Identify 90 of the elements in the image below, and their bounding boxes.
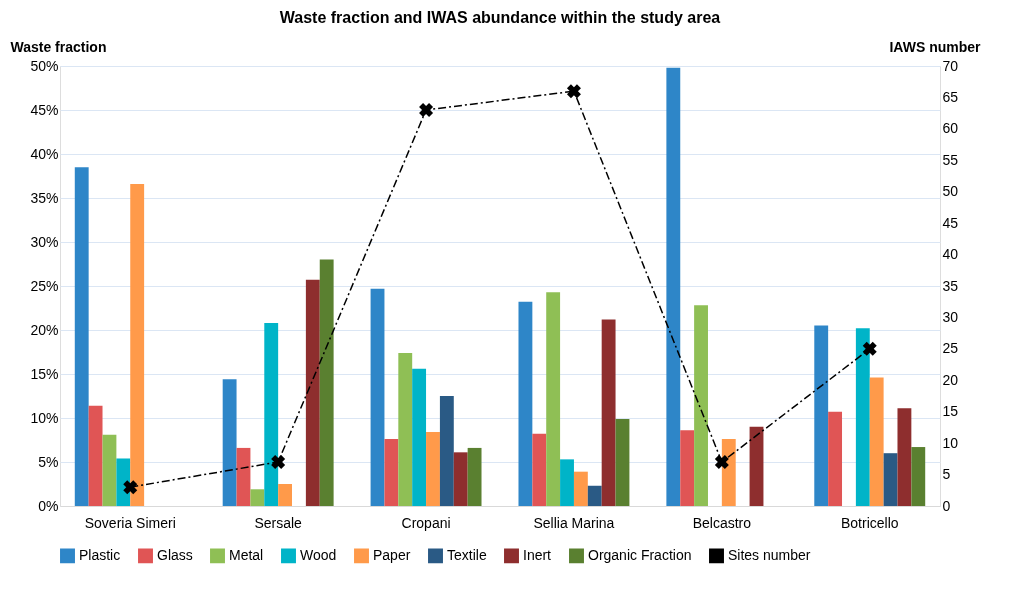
legend-label: Plastic — [79, 546, 121, 563]
bar — [439, 396, 454, 506]
bar — [102, 434, 117, 506]
y-axis-title: Waste fraction — [10, 38, 107, 55]
y2-tick-label: 70 — [942, 57, 959, 74]
bar — [278, 484, 293, 506]
point — [566, 84, 581, 99]
y2-tick-label: 40 — [942, 246, 959, 263]
y2-tick-label: 15 — [942, 403, 959, 420]
bar — [694, 305, 708, 506]
bar — [587, 485, 602, 506]
x-tick-label: Soveria Simeri — [84, 514, 176, 531]
bar — [721, 439, 736, 506]
bar — [546, 292, 561, 506]
y2-tick-label: 60 — [942, 120, 959, 137]
y-tick-label: 5% — [38, 453, 59, 470]
bar — [749, 426, 764, 506]
x-tick-label: Sersale — [254, 514, 303, 531]
legend-label: Paper — [373, 546, 411, 563]
y2-tick-label: 55 — [942, 151, 959, 168]
bar — [666, 67, 681, 506]
bar — [305, 279, 320, 506]
point — [714, 455, 729, 469]
point — [271, 455, 286, 469]
point — [862, 341, 877, 356]
x-tick-label: Botricello — [840, 514, 899, 531]
bar — [426, 432, 440, 506]
bar — [560, 459, 574, 506]
bar — [412, 368, 427, 506]
bar — [398, 352, 413, 506]
bar — [453, 452, 468, 506]
bar — [814, 325, 829, 506]
y-tick-label: 25% — [30, 277, 59, 294]
bar — [74, 167, 89, 506]
bar — [869, 377, 884, 506]
y2-axis-title: IAWS number — [889, 38, 982, 55]
chart-title: Waste fraction and IWAS abundance within the study area — [279, 9, 721, 26]
x-tick-label: Cropani — [401, 514, 451, 531]
legend-label: Sites number — [728, 546, 811, 563]
bar — [897, 408, 912, 506]
bar — [532, 433, 547, 506]
y-tick-label: 45% — [30, 101, 59, 118]
legend-label: Wood — [300, 546, 337, 563]
legend-label: Inert — [523, 546, 552, 563]
bar — [680, 430, 695, 506]
bar — [250, 489, 265, 506]
bar — [911, 447, 926, 506]
bar — [384, 439, 399, 506]
bar — [370, 288, 385, 506]
bar — [319, 259, 334, 506]
y-tick-label: 35% — [30, 189, 59, 206]
legend-label: Organic Fraction — [588, 546, 692, 563]
bar — [883, 453, 898, 506]
legend-label: Textile — [447, 546, 487, 563]
y2-tick-label: 50 — [942, 183, 959, 200]
bar — [573, 471, 588, 506]
bar — [828, 411, 843, 506]
legend-label: Metal — [229, 546, 264, 563]
bar — [130, 183, 145, 506]
point — [123, 480, 138, 495]
x-tick-label: Belcastro — [692, 514, 752, 531]
bar — [222, 379, 237, 506]
y2-tick-label: 10 — [942, 434, 959, 451]
y2-tick-label: 0 — [942, 497, 951, 514]
bar — [615, 418, 630, 506]
y-tick-label: 40% — [30, 145, 59, 162]
y-tick-label: 0% — [38, 497, 59, 514]
y2-tick-label: 45 — [942, 214, 959, 231]
x-tick-label: Sellia Marina — [533, 514, 615, 531]
bar — [855, 328, 870, 506]
y2-tick-label: 5 — [942, 466, 951, 483]
bar — [518, 301, 533, 506]
y2-tick-label: 35 — [942, 277, 959, 294]
y-tick-label: 20% — [30, 321, 59, 338]
y2-tick-label: 20 — [942, 371, 959, 388]
y2-tick-label: 65 — [942, 88, 959, 105]
bar — [264, 322, 279, 506]
y-tick-label: 10% — [30, 409, 59, 426]
bar — [601, 319, 616, 506]
bar — [116, 458, 131, 506]
bar — [88, 405, 103, 506]
legend-label: Glass — [157, 546, 193, 563]
y2-tick-label: 30 — [942, 308, 959, 325]
y2-tick-label: 25 — [942, 340, 959, 357]
bar — [467, 447, 482, 506]
y-tick-label: 15% — [30, 365, 59, 382]
point — [419, 103, 434, 117]
y-tick-label: 50% — [30, 57, 59, 74]
bar — [236, 447, 251, 506]
y-tick-label: 30% — [30, 233, 59, 250]
